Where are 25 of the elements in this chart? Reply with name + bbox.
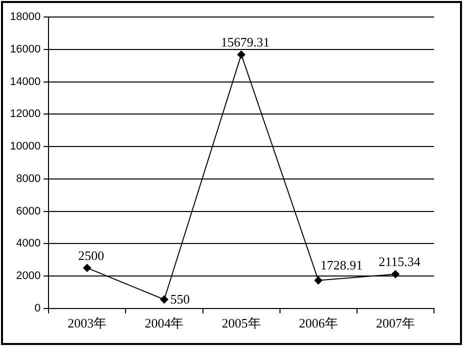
y-tick-label: 0	[34, 302, 41, 314]
x-tick-label: 2004年	[144, 316, 184, 331]
y-tick-label: 14000	[10, 76, 41, 88]
x-tick-label: 2007年	[376, 316, 415, 331]
x-tick-label: 2006年	[298, 316, 338, 331]
data-label: 2500	[78, 248, 104, 263]
data-label: 1728.91	[320, 257, 363, 272]
data-label: 550	[170, 291, 190, 306]
data-label: 2115.34	[378, 254, 421, 270]
data-label: 15679.31	[220, 34, 270, 50]
y-tick-label: 16000	[10, 43, 41, 56]
y-tick-label: 4000	[16, 238, 41, 250]
y-tick-label: 10000	[10, 140, 41, 153]
point	[391, 270, 400, 278]
y-tick-label: 8000	[16, 172, 41, 185]
y-tick-label: 12000	[10, 108, 41, 120]
y-tick-label: 2000	[16, 270, 41, 282]
y-tick-label: 6000	[16, 205, 41, 218]
point	[160, 295, 168, 304]
point	[314, 276, 322, 284]
x-tick-label: 2003年	[68, 316, 107, 331]
point	[237, 50, 246, 59]
x-tick-label: 2005年	[222, 316, 261, 331]
y-tick-label: 18000	[10, 11, 41, 24]
point	[83, 264, 92, 272]
